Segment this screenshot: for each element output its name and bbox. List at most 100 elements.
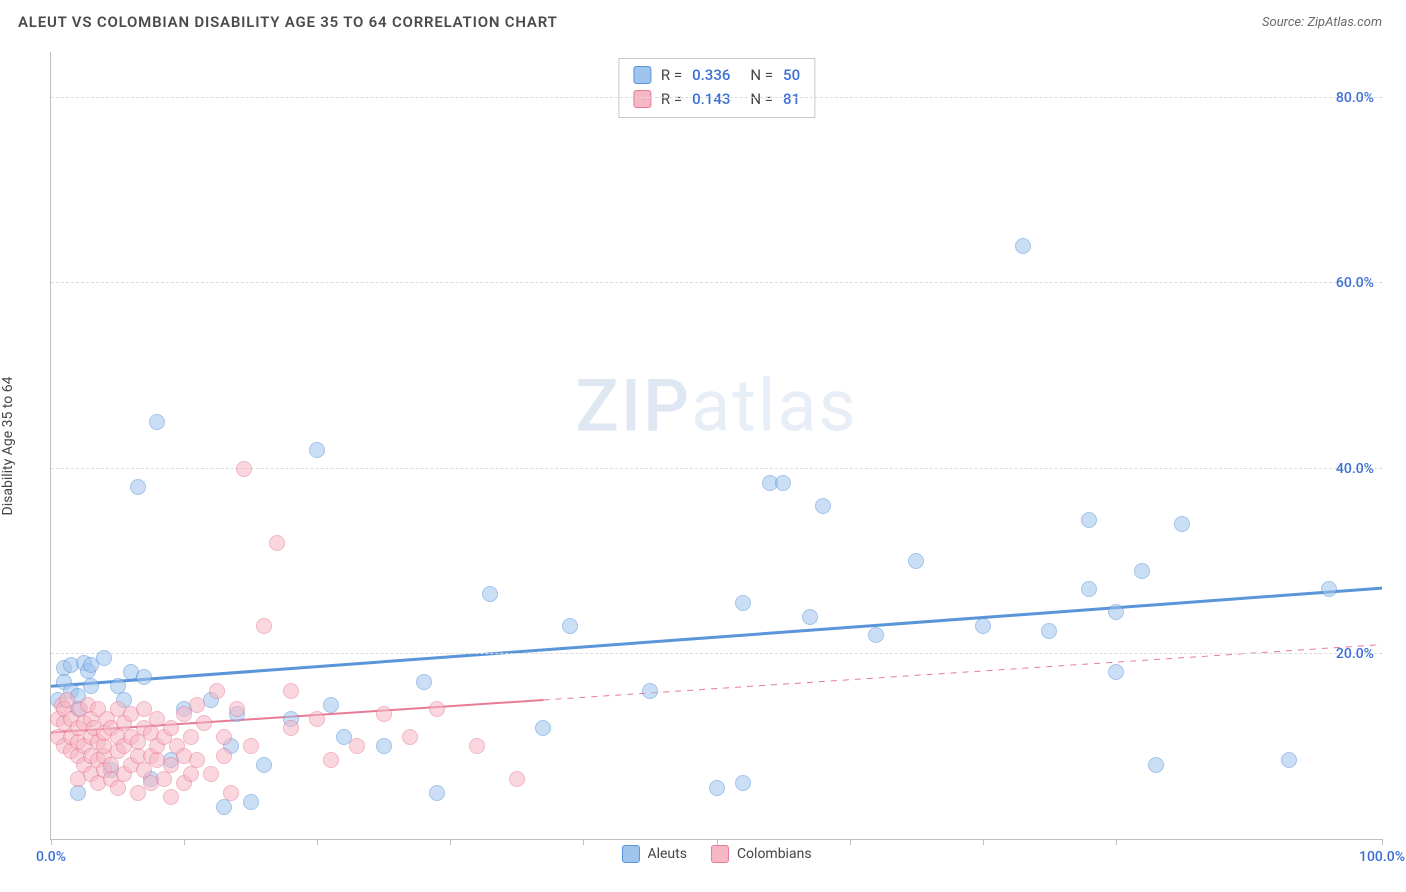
scatter-point-colombians (229, 701, 245, 717)
scatter-point-colombians (163, 720, 179, 736)
scatter-point-aleuts (815, 498, 831, 514)
scatter-point-aleuts (70, 785, 86, 801)
legend-item-colombians[interactable]: Colombians (711, 845, 812, 863)
scatter-point-aleuts (149, 414, 165, 430)
scatter-point-colombians (323, 752, 339, 768)
scatter-point-aleuts (1134, 563, 1150, 579)
legend-swatch-colombians (711, 845, 729, 863)
legend-item-aleuts[interactable]: Aleuts (621, 845, 686, 863)
chart-title: ALEUT VS COLOMBIAN DISABILITY AGE 35 TO … (18, 13, 558, 31)
stats-n-value-colombians: 81 (783, 87, 800, 111)
series-legend: Aleuts Colombians (621, 845, 811, 863)
watermark-bold: ZIP (575, 364, 691, 449)
scatter-point-aleuts (83, 678, 99, 694)
x-tick-label: 0.0% (36, 849, 66, 865)
scatter-point-colombians (189, 752, 205, 768)
x-tick (450, 839, 451, 845)
scatter-point-colombians (183, 766, 199, 782)
stats-n-label: N = (750, 63, 773, 87)
scatter-point-colombians (216, 729, 232, 745)
scatter-point-colombians (110, 780, 126, 796)
source-attribution: Source: ZipAtlas.com (1262, 15, 1382, 30)
legend-swatch-aleuts (621, 845, 639, 863)
chart-header: ALEUT VS COLOMBIAN DISABILITY AGE 35 TO … (0, 0, 1406, 44)
scatter-point-aleuts (735, 775, 751, 791)
x-tick (583, 839, 584, 845)
scatter-point-aleuts (908, 553, 924, 569)
scatter-point-aleuts (1281, 752, 1297, 768)
source-name: ZipAtlas.com (1307, 15, 1382, 30)
x-tick (717, 839, 718, 845)
scatter-point-aleuts (735, 595, 751, 611)
y-tick-label: 60.0% (1336, 275, 1374, 291)
scatter-point-colombians (243, 738, 259, 754)
scatter-point-aleuts (309, 442, 325, 458)
scatter-point-colombians (203, 766, 219, 782)
scatter-point-aleuts (1321, 581, 1337, 597)
x-tick (1116, 839, 1117, 845)
scatter-point-aleuts (1015, 238, 1031, 254)
scatter-point-aleuts (535, 720, 551, 736)
x-tick (51, 839, 52, 845)
scatter-point-colombians (196, 715, 212, 731)
scatter-point-aleuts (975, 618, 991, 634)
y-gridline (51, 97, 1382, 98)
scatter-point-aleuts (709, 780, 725, 796)
x-tick (983, 839, 984, 845)
legend-label-colombians: Colombians (737, 846, 812, 862)
scatter-point-colombians (402, 729, 418, 745)
scatter-point-aleuts (802, 609, 818, 625)
watermark: ZIPatlas (575, 364, 857, 449)
scatter-point-aleuts (96, 650, 112, 666)
scatter-point-colombians (469, 738, 485, 754)
scatter-point-aleuts (323, 697, 339, 713)
stats-swatch-colombians (633, 90, 651, 108)
y-gridline (51, 282, 1382, 283)
x-tick (184, 839, 185, 845)
scatter-point-colombians (309, 711, 325, 727)
scatter-point-aleuts (256, 757, 272, 773)
scatter-point-colombians (236, 461, 252, 477)
scatter-point-colombians (223, 785, 239, 801)
scatter-plot-area: ZIPatlas R =0.336N =50R =0.143N =81 Aleu… (50, 52, 1382, 840)
stats-swatch-aleuts (633, 66, 651, 84)
scatter-point-colombians (256, 618, 272, 634)
stats-row-colombians: R =0.143N =81 (633, 87, 800, 111)
scatter-point-aleuts (1148, 757, 1164, 773)
scatter-point-colombians (269, 535, 285, 551)
scatter-point-colombians (163, 789, 179, 805)
x-tick-label: 100.0% (1359, 849, 1405, 865)
scatter-point-aleuts (376, 738, 392, 754)
scatter-point-colombians (429, 701, 445, 717)
scatter-point-colombians (216, 748, 232, 764)
source-prefix: Source: (1262, 15, 1307, 30)
scatter-point-colombians (283, 683, 299, 699)
stats-r-label: R = (661, 63, 682, 87)
scatter-point-aleuts (130, 479, 146, 495)
trend-line-aleuts (51, 588, 1382, 686)
y-axis-label: Disability Age 35 to 64 (0, 377, 16, 516)
scatter-point-colombians (209, 683, 225, 699)
scatter-point-aleuts (136, 669, 152, 685)
stats-r-label: R = (661, 87, 682, 111)
scatter-point-aleuts (482, 586, 498, 602)
scatter-point-colombians (189, 697, 205, 713)
x-tick (850, 839, 851, 845)
scatter-point-colombians (349, 738, 365, 754)
scatter-point-aleuts (1041, 623, 1057, 639)
scatter-point-colombians (509, 771, 525, 787)
y-tick-label: 20.0% (1336, 646, 1374, 662)
scatter-point-aleuts (1081, 512, 1097, 528)
scatter-point-aleuts (868, 627, 884, 643)
scatter-point-aleuts (562, 618, 578, 634)
stats-row-aleuts: R =0.336N =50 (633, 63, 800, 87)
trend-lines-layer (51, 52, 1382, 839)
scatter-point-aleuts (1108, 664, 1124, 680)
x-tick (1382, 839, 1383, 845)
stats-r-value-aleuts: 0.336 (692, 63, 730, 87)
scatter-point-aleuts (216, 799, 232, 815)
legend-label-aleuts: Aleuts (647, 846, 686, 862)
scatter-point-colombians (283, 720, 299, 736)
scatter-point-aleuts (416, 674, 432, 690)
scatter-point-colombians (183, 729, 199, 745)
